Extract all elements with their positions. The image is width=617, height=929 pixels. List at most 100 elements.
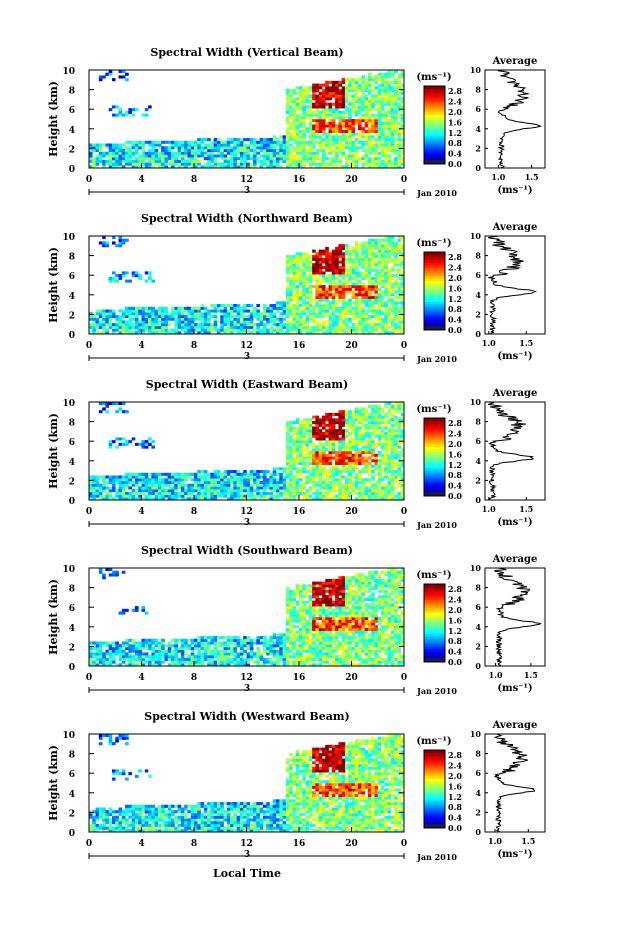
heatmap-cell xyxy=(213,140,218,144)
heatmap-cell xyxy=(285,157,290,161)
heatmap-cell xyxy=(190,154,195,158)
heatmap-cell xyxy=(325,461,329,465)
heatmap-cell xyxy=(308,165,313,169)
heatmap-cell xyxy=(318,249,323,253)
heatmap-cell xyxy=(213,309,218,313)
heatmap-cell xyxy=(341,138,346,142)
colorbar-step xyxy=(424,291,445,294)
heatmap-cell xyxy=(108,494,113,498)
heatmap-cell xyxy=(292,129,297,133)
heatmap-cell xyxy=(308,97,313,101)
heatmap-cell xyxy=(161,146,165,150)
date-label: Jan 2010 xyxy=(416,520,457,530)
heatmap-cell xyxy=(400,429,405,433)
heatmap-cell xyxy=(210,486,215,490)
heatmap-cell xyxy=(266,148,270,153)
heatmap-cell xyxy=(400,72,405,76)
heatmap-cell xyxy=(394,80,398,84)
heatmap-cell xyxy=(374,113,379,117)
heatmap-cell xyxy=(184,489,188,493)
heatmap-cell xyxy=(118,328,123,332)
heatmap-cell xyxy=(358,257,362,261)
heatmap-cell xyxy=(397,268,402,272)
heatmap-cell xyxy=(390,89,395,93)
heatmap-cell xyxy=(381,489,385,493)
heatmap-cell xyxy=(338,423,343,427)
heatmap-cell xyxy=(289,426,293,430)
heatmap-cell xyxy=(111,328,116,332)
heatmap-cell xyxy=(318,116,323,120)
heatmap-cell xyxy=(302,298,306,302)
heatmap-cell xyxy=(377,268,382,272)
heatmap-cell xyxy=(194,494,198,498)
heatmap-cell xyxy=(131,143,136,147)
heatmap-cell xyxy=(262,331,267,335)
heatmap-cell xyxy=(89,317,93,321)
heatmap-cell xyxy=(177,143,182,147)
heatmap-cell xyxy=(98,159,103,163)
heatmap-cell xyxy=(279,325,283,329)
heatmap-cell xyxy=(299,312,303,316)
heatmap-cell xyxy=(371,121,375,125)
heatmap-cell xyxy=(338,331,343,335)
heatmap-cell xyxy=(315,491,320,495)
heatmap-cell xyxy=(289,135,293,139)
heatmap-cell xyxy=(187,486,192,490)
heatmap-cell xyxy=(341,456,346,460)
heatmap-cell xyxy=(187,489,192,493)
heatmap-cell xyxy=(348,129,352,133)
heatmap-cell xyxy=(285,314,290,319)
heatmap-cell xyxy=(144,140,149,144)
heatmap-cell xyxy=(331,445,336,449)
heatmap-cell xyxy=(125,410,129,414)
heatmap-cell xyxy=(377,290,382,294)
heatmap-cell xyxy=(321,478,326,482)
heatmap-cell xyxy=(367,121,372,125)
heatmap-cell xyxy=(233,157,238,161)
heatmap-cell xyxy=(249,312,254,316)
x-tick-label: 0 xyxy=(401,507,407,517)
heatmap-cell xyxy=(292,127,297,131)
heatmap-cell xyxy=(341,320,346,324)
heatmap-cell xyxy=(105,241,110,245)
heatmap-cell xyxy=(125,486,129,490)
heatmap-cell xyxy=(187,494,192,498)
heatmap-cell xyxy=(361,497,365,501)
heatmap-cell xyxy=(328,421,333,425)
heatmap-cell xyxy=(358,412,362,416)
heatmap-cell xyxy=(344,135,349,139)
heatmap-cell xyxy=(400,97,405,101)
heatmap-cell xyxy=(335,456,339,460)
heatmap-cell xyxy=(184,146,188,150)
heatmap-cell xyxy=(305,91,310,95)
heatmap-cell xyxy=(289,491,293,495)
heatmap-cell xyxy=(180,494,185,498)
heatmap-cell xyxy=(361,440,365,444)
heatmap-cell xyxy=(348,287,352,291)
average-y-tick-label: 6 xyxy=(475,270,481,280)
heatmap-cell xyxy=(308,497,313,501)
heatmap-cell xyxy=(364,80,369,84)
heatmap-cell xyxy=(295,451,300,455)
heatmap-cell xyxy=(358,470,362,474)
heatmap-cell xyxy=(358,89,362,93)
heatmap-cell xyxy=(335,94,339,98)
heatmap-cell xyxy=(312,119,316,123)
heatmap-cell xyxy=(308,271,313,275)
heatmap-cell xyxy=(292,429,297,433)
heatmap-cell xyxy=(361,491,365,495)
heatmap-cell xyxy=(308,312,313,316)
heatmap-cell xyxy=(381,497,385,501)
heatmap-cell xyxy=(249,470,254,474)
heatmap-cell xyxy=(299,304,303,308)
heatmap-cell xyxy=(157,143,162,147)
heatmap-cell xyxy=(400,238,405,242)
heatmap-cell xyxy=(102,162,106,166)
heatmap-cell xyxy=(102,241,106,245)
heatmap-cell xyxy=(328,431,333,436)
heatmap-cell xyxy=(328,124,333,128)
heatmap-cell xyxy=(115,143,119,147)
heatmap-cell xyxy=(102,494,106,498)
heatmap-cell xyxy=(269,146,274,150)
heatmap-cell xyxy=(361,276,365,280)
